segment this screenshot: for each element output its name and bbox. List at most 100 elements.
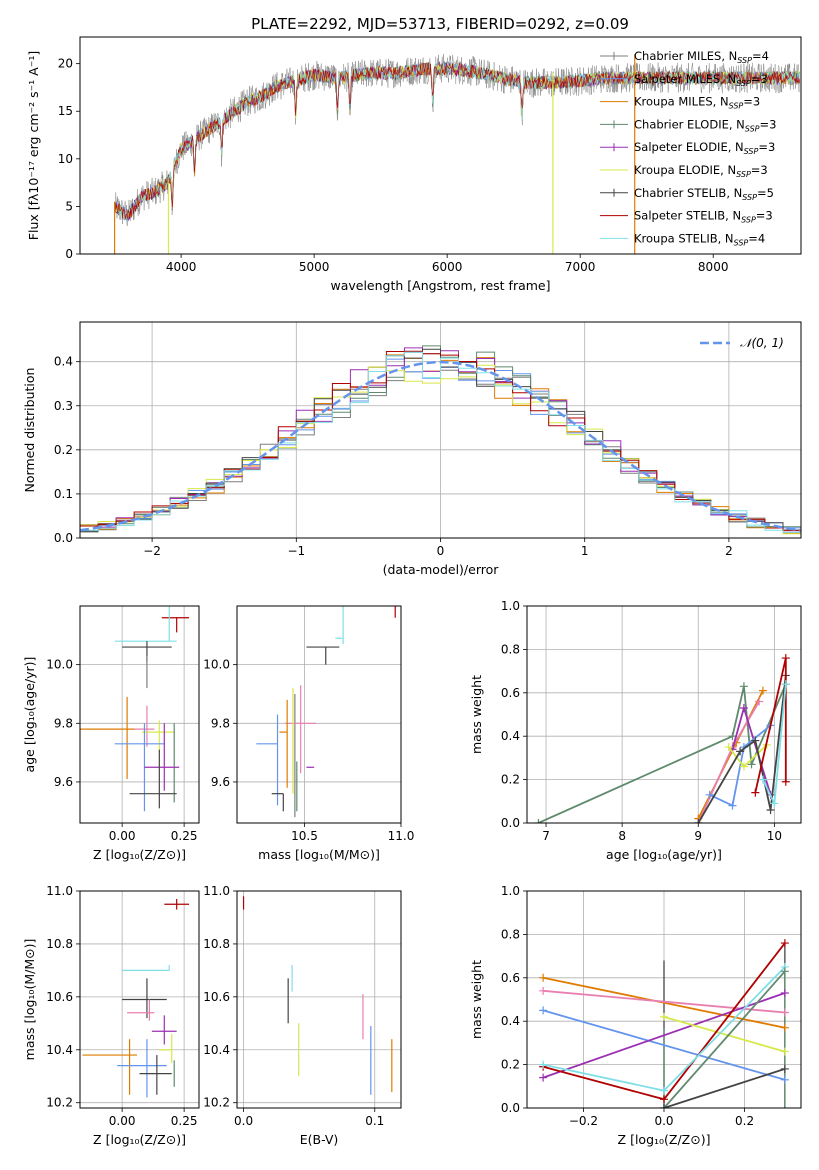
plus-marker (660, 1095, 668, 1104)
errorbar-point (122, 965, 170, 971)
axes-frame (79, 890, 200, 1109)
series-line (709, 724, 772, 807)
x-tick-label: 0.00 (109, 829, 136, 843)
x-tick-label: 10 (767, 829, 782, 843)
errorbar-point (80, 696, 135, 780)
x-tick-label: 0.0 (234, 1114, 253, 1128)
plus-marker (660, 1012, 668, 1021)
errorbar-point (139, 1055, 172, 1095)
errorbar-point (129, 749, 177, 809)
y-tick-label: 1.0 (501, 884, 520, 898)
y-tick-label: 10.0 (46, 658, 73, 672)
mass_weight_vs_age-panel: 7 8 9 10 0.0 0.2 0.4 0.6 0.8 1.0 age [log₁₀(age/yr… (469, 599, 802, 862)
legend-label: 𝒩(0, 1) (740, 336, 784, 350)
series-line (114, 61, 800, 221)
errorbar-point (151, 1015, 177, 1045)
x-tick-label: 0 (437, 544, 445, 558)
axes-frame (79, 36, 802, 255)
y-tick-label: 0.1 (54, 487, 73, 501)
legend: Chabrier MILES, NSSP=4 Salpeter MILES, NS… (600, 49, 776, 247)
errorbar-point (82, 1039, 138, 1095)
errorbar-point (141, 720, 175, 753)
x-tick-label: 2 (725, 544, 733, 558)
x-tick-label: 9 (694, 829, 702, 843)
y-axis-label: Flux [fλ10⁻¹⁷ erg cm⁻² s⁻¹ A⁻¹] (26, 51, 41, 240)
y-tick-label: 11.0 (46, 884, 73, 898)
axes-frame (79, 321, 802, 539)
y-tick-label: 0.8 (501, 642, 520, 656)
errorbar-point (335, 606, 344, 645)
series-line (663, 1016, 786, 1053)
y-tick-label: 0.2 (501, 1058, 520, 1072)
x-axis-label: Z [log₁₀(Z/Z⊙)] (93, 1132, 186, 1147)
axes-frame (526, 605, 802, 824)
series-line (663, 970, 786, 1108)
y-tick-label: 0.8 (501, 927, 520, 941)
x-tick-label: 0.00 (109, 1114, 136, 1128)
x-tick-label: −2 (143, 544, 161, 558)
plus-marker (539, 986, 548, 995)
legend-label: Salpeter MILES, NSSP=3 (634, 72, 768, 88)
axes-frame (79, 605, 200, 824)
y-tick-label: 0.6 (501, 686, 520, 700)
x-tick-label: 8000 (698, 260, 729, 274)
mass_weight_vs_Z-marks (539, 939, 789, 1108)
y-tick-label: 10.8 (46, 937, 73, 951)
series-line (538, 683, 787, 823)
x-tick-label: 4000 (166, 260, 197, 274)
x-tick-label: 7 (542, 829, 550, 843)
mass_vs_EBV-marks (242, 896, 393, 1095)
plus-marker (724, 743, 733, 752)
y-tick-label: 15 (58, 104, 73, 118)
y-tick-label: 10.4 (203, 1043, 230, 1057)
plus-marker (781, 680, 790, 689)
age_vs_mass-panel: 10.5 11.0 9.6 9.8 10.0 mass [log₁₀(M/M⊙)] (203, 605, 415, 862)
plus-marker (739, 762, 748, 771)
y-tick-label: 10.8 (203, 937, 230, 951)
plus-marker (539, 1060, 548, 1069)
plus-marker (534, 819, 543, 823)
x-tick-label: −1 (287, 544, 305, 558)
x-tick-label: 0.2 (735, 1114, 754, 1128)
y-tick-label: 20 (58, 57, 73, 71)
plus-marker (780, 988, 789, 997)
y-tick-label: 5 (65, 199, 73, 213)
errorbar-point (122, 978, 167, 1019)
plus-marker (780, 1047, 789, 1056)
legend-label: Salpeter STELIB, NSSP=3 (634, 209, 773, 225)
plus-marker (739, 703, 748, 712)
y-axis-label: age [log₁₀(age/yr)] (22, 657, 37, 773)
plus-marker (751, 736, 760, 745)
age_vs_mass-marks (256, 606, 396, 818)
errorbar-point (127, 999, 155, 1021)
plus-marker (705, 790, 714, 799)
errorbar-point (159, 1033, 173, 1064)
y-tick-label: 10 (58, 152, 73, 166)
y-tick-label: 10.0 (203, 658, 230, 672)
series-line (663, 1068, 786, 1108)
errorbar-point (271, 793, 284, 812)
plus-marker (758, 775, 767, 784)
y-tick-label: 0.2 (54, 443, 73, 457)
x-axis-label: E(B-V) (300, 1132, 339, 1147)
mass_vs_Z-marks (82, 898, 190, 1098)
y-tick-label: 9.6 (211, 775, 230, 789)
y-tick-label: 0.4 (54, 355, 73, 369)
plus-marker (755, 697, 764, 706)
plus-marker (660, 1104, 668, 1108)
plus-marker (758, 686, 767, 695)
y-tick-label: 10.6 (203, 990, 230, 1004)
axes-frame (526, 890, 802, 1109)
x-tick-label: 0.25 (171, 1114, 198, 1128)
x-tick-label: 6000 (432, 260, 463, 274)
plus-marker (694, 819, 703, 823)
y-axis-label: mass [log₁₀(M/M⊙)] (22, 939, 37, 1061)
errorbar-point (306, 646, 340, 665)
errorbar-point (164, 898, 190, 910)
age_vs_Z-marks (80, 606, 190, 812)
plus-marker (770, 799, 779, 808)
x-tick-label: 11.0 (388, 829, 415, 843)
x-tick-label: 1 (581, 544, 589, 558)
y-tick-label: 0.6 (501, 971, 520, 985)
x-tick-label: 0.25 (171, 829, 198, 843)
